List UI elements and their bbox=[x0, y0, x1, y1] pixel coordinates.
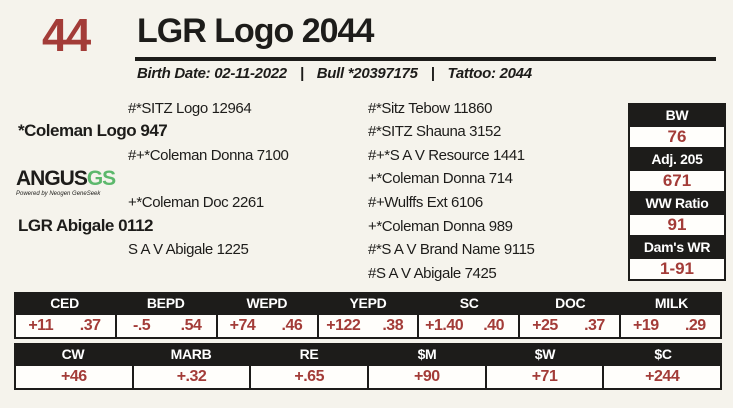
stat-label-bw: BW bbox=[630, 105, 724, 125]
epd-col-label: YEPD bbox=[349, 295, 387, 311]
epd-col-label: RE bbox=[299, 346, 319, 362]
epd-col-label: $M bbox=[417, 346, 437, 362]
epd-col-label: $W bbox=[534, 346, 556, 362]
epd-value: +1.40 bbox=[425, 317, 464, 334]
pedigree-ancestor: #S A V Abigale 7425 bbox=[368, 265, 497, 282]
stat-value-ww-ratio: 91 bbox=[630, 215, 724, 235]
epd-cell: +.32 bbox=[134, 366, 252, 388]
epd-accuracy: .46 bbox=[281, 317, 303, 334]
epd-table-primary: CED BEPD WEPD YEPD SC DOC MILK +11 .37 -.… bbox=[14, 292, 722, 339]
angus-gs-wordmark: ANGUSGS bbox=[16, 167, 116, 190]
epd-col-label: SC bbox=[459, 295, 479, 311]
stat-value-adj205: 671 bbox=[630, 171, 724, 191]
epd-value: +25 bbox=[532, 317, 558, 334]
pedigree-sire-dam: #+*Coleman Donna 7100 bbox=[128, 147, 289, 164]
stat-label-dams-wr: Dam's WR bbox=[630, 237, 724, 257]
epd-table-secondary: CW MARB RE $M $W $C +46 +.32 +.65 +90 +7… bbox=[14, 343, 722, 390]
gs-wordmark: GS bbox=[86, 167, 116, 190]
stat-label-ww-ratio: WW Ratio bbox=[630, 193, 724, 213]
pedigree-ancestor: #*Sitz Tebow 11860 bbox=[368, 100, 493, 117]
epd-value: +244 bbox=[645, 368, 680, 385]
epd-cell: +.65 bbox=[251, 366, 370, 388]
epd-value: +19 bbox=[633, 317, 659, 334]
epd-cell: +74 .46 bbox=[218, 315, 319, 337]
epd-cell: +90 bbox=[369, 366, 487, 388]
epd-cell: +1.40 .40 bbox=[419, 315, 521, 337]
pedigree-dam-sire: +*Coleman Doc 2261 bbox=[128, 194, 264, 211]
angus-gs-tagline: Powered by Neogen GeneSeek bbox=[16, 191, 101, 197]
epd-accuracy: .40 bbox=[483, 317, 504, 334]
epd-primary-header-row: CED BEPD WEPD YEPD SC DOC MILK bbox=[14, 292, 722, 315]
epd-value: +11 bbox=[28, 317, 54, 334]
pedigree-ancestor: #*S A V Brand Name 9115 bbox=[368, 241, 535, 258]
registration-number: Bull *20397175 bbox=[316, 65, 418, 82]
epd-value: +90 bbox=[414, 368, 440, 385]
epd-accuracy: .54 bbox=[180, 317, 202, 334]
epd-col-label: CED bbox=[50, 295, 79, 311]
stat-value-bw: 76 bbox=[630, 127, 724, 147]
epd-secondary-header-row: CW MARB RE $M $W $C bbox=[14, 343, 722, 366]
epd-cell: +19 .29 bbox=[621, 315, 720, 337]
epd-col-label: DOC bbox=[555, 295, 586, 311]
lot-number: 44 bbox=[42, 9, 91, 61]
epd-col-label: $C bbox=[654, 346, 672, 362]
pedigree-dam-dam: S A V Abigale 1225 bbox=[128, 241, 249, 258]
page-title: LGR Logo 2044 bbox=[137, 12, 374, 50]
epd-secondary-value-row: +46 +.32 +.65 +90 +71 +244 bbox=[14, 366, 722, 390]
epd-cell: +71 bbox=[487, 366, 605, 388]
epd-cell: +46 bbox=[16, 366, 134, 388]
stat-label-adj205: Adj. 205 bbox=[630, 149, 724, 169]
epd-col-label: MARB bbox=[170, 346, 212, 362]
weight-stats-panel: BW 76 Adj. 205 671 WW Ratio 91 Dam's WR … bbox=[628, 103, 726, 281]
epd-primary-value-row: +11 .37 -.5 .54 +74 .46 +122 .38 +1.40 .40 +2… bbox=[14, 315, 722, 339]
pedigree-ancestor: #*SITZ Shauna 3152 bbox=[368, 123, 501, 140]
epd-value: +46 bbox=[61, 368, 87, 385]
epd-accuracy: .29 bbox=[684, 317, 706, 334]
epd-col-label: WEPD bbox=[246, 295, 288, 311]
epd-cell: +25 .37 bbox=[520, 315, 622, 337]
epd-cell: +11 .37 bbox=[16, 315, 117, 337]
epd-value: +122 bbox=[326, 317, 361, 334]
epd-value: +.65 bbox=[294, 368, 324, 385]
epd-cell: +244 bbox=[604, 366, 720, 388]
epd-value: +.32 bbox=[176, 368, 207, 385]
pedigree-ancestor: #+*S A V Resource 1441 bbox=[368, 147, 525, 164]
epd-value: +71 bbox=[531, 368, 558, 385]
stat-value-dams-wr: 1-91 bbox=[630, 259, 724, 279]
tattoo: Tattoo: 2044 bbox=[447, 65, 533, 82]
animal-info-line: Birth Date: 02-11-2022 | Bull *20397175 … bbox=[137, 65, 532, 82]
epd-col-label: MILK bbox=[654, 295, 688, 311]
pedigree-sire-sire: #*SITZ Logo 12964 bbox=[128, 100, 252, 117]
birth-date: Birth Date: 02-11-2022 bbox=[137, 65, 287, 82]
pedigree-dam: LGR Abigale 0112 bbox=[18, 216, 153, 235]
pedigree-ancestor: +*Coleman Donna 989 bbox=[368, 218, 513, 235]
epd-col-label: CW bbox=[61, 346, 85, 362]
epd-accuracy: .38 bbox=[382, 317, 404, 334]
pedigree-sire: *Coleman Logo 947 bbox=[18, 121, 168, 140]
info-separator: | bbox=[299, 65, 304, 82]
info-separator: | bbox=[430, 65, 435, 82]
epd-col-label: BEPD bbox=[146, 295, 185, 311]
angus-gs-logo: ANGUSGS Powered by Neogen GeneSeek bbox=[16, 167, 116, 197]
epd-cell: -.5 .54 bbox=[117, 315, 218, 337]
epd-value: -.5 bbox=[132, 317, 151, 334]
epd-value: +74 bbox=[229, 317, 256, 334]
epd-cell: +122 .38 bbox=[319, 315, 420, 337]
angus-wordmark: ANGUS bbox=[16, 167, 88, 190]
pedigree-ancestor: +*Coleman Donna 714 bbox=[368, 170, 513, 187]
epd-accuracy: .37 bbox=[584, 317, 605, 334]
pedigree-ancestor: #+Wulffs Ext 6106 bbox=[368, 194, 483, 211]
epd-accuracy: .37 bbox=[79, 317, 101, 334]
title-divider bbox=[135, 57, 716, 61]
